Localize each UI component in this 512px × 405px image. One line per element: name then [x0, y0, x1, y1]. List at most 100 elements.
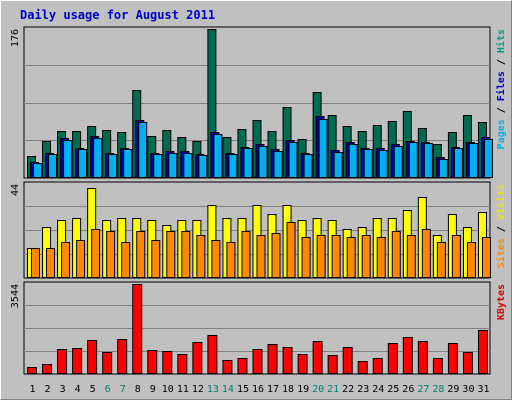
x-tick-label: 8 [135, 384, 141, 395]
x-tick-label: 31 [477, 384, 489, 395]
bar-sites [46, 248, 56, 278]
bar-sites [421, 229, 431, 278]
bar-sites [31, 248, 40, 278]
bar-pages [363, 149, 373, 178]
bar-kbytes [72, 348, 83, 374]
bar-pages [48, 154, 58, 178]
bar-sites [91, 229, 101, 278]
bar-pages [453, 148, 463, 178]
panel-kbytes: 3544 KBytes [10, 281, 507, 375]
bar-kbytes [432, 358, 443, 374]
x-tick-label: 22 [342, 384, 354, 395]
series-legend: KBytes [496, 284, 507, 320]
x-tick-label: 25 [387, 384, 399, 395]
bar-sites [151, 240, 161, 278]
bar-sites [406, 235, 416, 278]
bar-kbytes [117, 339, 128, 374]
bar-kbytes [477, 330, 488, 374]
x-tick-label: 13 [207, 384, 219, 395]
bar-pages [138, 122, 148, 178]
bar-kbytes [297, 354, 308, 374]
bar-kbytes [192, 342, 203, 374]
bar-kbytes [462, 352, 473, 374]
bar-sites [271, 233, 281, 278]
bar-sites [376, 237, 386, 278]
bar-sites [361, 235, 371, 278]
bar-kbytes [387, 343, 398, 374]
bar-sites [466, 242, 476, 278]
bar-sites [331, 235, 341, 278]
bar-kbytes [372, 358, 383, 374]
bar-kbytes [417, 341, 428, 374]
bar-kbytes [252, 349, 263, 374]
series-legend: Pages / Files / Hits [495, 29, 507, 149]
bar-pages [303, 154, 313, 178]
bar-sites [391, 231, 401, 278]
series-legend: Sites / Visits [495, 184, 507, 268]
bar-sites [136, 231, 146, 278]
bar-kbytes [102, 352, 113, 374]
x-tick-label: 7 [120, 384, 126, 395]
x-tick-label: 6 [105, 384, 111, 395]
bar-kbytes [87, 340, 98, 374]
bar-pages [273, 151, 283, 178]
x-tick-label: 24 [372, 384, 384, 395]
x-tick-label: 16 [252, 384, 264, 395]
bar-pages [213, 134, 223, 178]
x-tick-label: 20 [312, 384, 324, 395]
x-tick-label: 5 [90, 384, 96, 395]
bar-pages [108, 154, 118, 178]
x-tick-label: 10 [162, 384, 174, 395]
bar-kbytes [402, 337, 413, 374]
bar-sites [256, 235, 266, 278]
bar-sites [196, 235, 206, 278]
legend-entry: Hits [495, 29, 507, 53]
bar-kbytes [312, 341, 323, 374]
bar-kbytes [237, 358, 248, 374]
bar-sites [316, 235, 326, 278]
x-tick-label: 9 [150, 384, 156, 395]
bar-kbytes [267, 344, 278, 374]
bar-sites [76, 240, 86, 278]
bar-pages [318, 119, 328, 178]
bar-pages [63, 140, 73, 178]
bar-pages [288, 142, 298, 178]
bar-pages [333, 152, 343, 178]
bar-pages [243, 148, 253, 178]
bar-pages [468, 143, 478, 178]
bar-pages [408, 142, 418, 178]
panel-visits-sites: 44 Sites / Visits [10, 181, 507, 279]
bar-sites [211, 240, 221, 278]
x-tick-label: 1 [30, 384, 36, 395]
bar-kbytes [177, 354, 188, 374]
bar-sites [106, 231, 116, 278]
bar-sites [241, 231, 251, 278]
x-tick-label: 11 [177, 384, 189, 395]
x-tick-label: 26 [402, 384, 414, 395]
x-tick-label: 12 [192, 384, 204, 395]
bar-sites [451, 235, 461, 278]
x-tick-label: 14 [222, 384, 234, 395]
bar-pages [393, 146, 403, 178]
bar-kbytes [357, 361, 368, 374]
bar-kbytes [447, 343, 458, 374]
bar-sites [181, 231, 191, 278]
bar-pages [348, 144, 358, 178]
panel-hits-files-pages: 176 Pages / Files / Hits [10, 26, 507, 179]
bar-kbytes [282, 347, 293, 374]
bar-kbytes [222, 360, 233, 374]
legend-entry: KBytes [496, 284, 507, 320]
x-tick-label: 29 [447, 384, 459, 395]
x-tick-label: 19 [297, 384, 309, 395]
bar-pages [78, 149, 88, 178]
scale-label: 176 [10, 29, 21, 47]
bar-sites [166, 231, 176, 278]
bar-kbytes [57, 349, 68, 374]
bar-kbytes [207, 335, 218, 374]
x-tick-label: 28 [432, 384, 444, 395]
x-tick-label: 27 [417, 384, 429, 395]
bar-sites [286, 222, 296, 278]
